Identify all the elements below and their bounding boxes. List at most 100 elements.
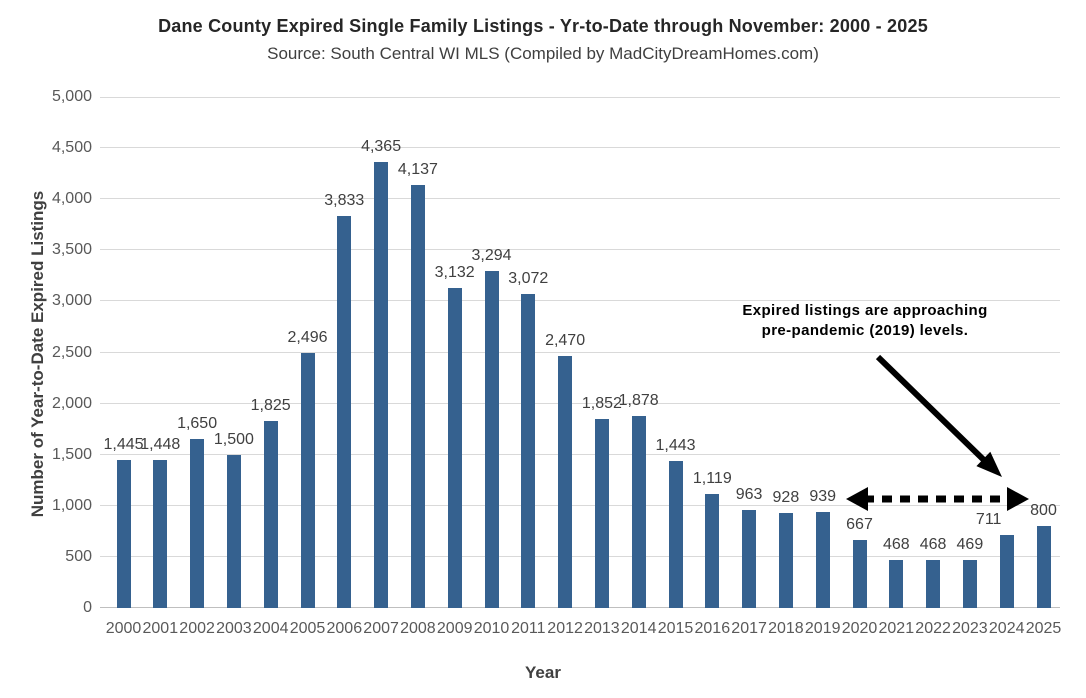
bar-value-label-2005: 2,496 <box>287 329 328 346</box>
y-tick-label-2500: 2,500 <box>51 343 92 361</box>
gridline-1000 <box>100 504 1060 506</box>
bar-2024 <box>999 535 1014 608</box>
bar-2001 <box>153 460 168 608</box>
bar-value-label-2003: 1,500 <box>213 431 254 448</box>
bar-2004 <box>263 421 278 608</box>
bar-2017 <box>742 510 757 608</box>
bar-2000 <box>116 460 131 608</box>
x-tick-label-2015: 2015 <box>657 620 694 637</box>
bar-value-label-2002: 1,650 <box>177 415 218 432</box>
bar-value-label-2013: 1,852 <box>581 395 622 412</box>
bar-value-label-2023: 469 <box>956 536 984 553</box>
gridline-2000 <box>100 402 1060 404</box>
chart-subtitle: Source: South Central WI MLS (Compiled b… <box>267 44 819 63</box>
bar-2022 <box>926 560 941 608</box>
bar-2012 <box>558 356 573 608</box>
x-tick-label-2006: 2006 <box>326 620 363 637</box>
y-tick-label-2000: 2,000 <box>51 394 92 412</box>
bar-2025 <box>1036 526 1051 608</box>
x-tick-label-2023: 2023 <box>952 620 988 637</box>
gridline-0 <box>100 607 1060 608</box>
chart-title: Dane County Expired Single Family Listin… <box>158 16 928 36</box>
bar-2020 <box>852 540 867 608</box>
x-tick-label-2022: 2022 <box>915 620 951 637</box>
bar-value-label-2021: 468 <box>882 536 910 553</box>
x-tick-label-2003: 2003 <box>216 620 252 637</box>
gridline-4500 <box>100 147 1060 149</box>
y-tick-label-3500: 3,500 <box>51 241 92 259</box>
y-tick-label-0: 0 <box>83 599 92 616</box>
bar-value-label-2017: 963 <box>735 486 763 503</box>
bar-2015 <box>668 461 683 608</box>
bar-2010 <box>484 271 499 608</box>
bar-value-label-2007: 4,365 <box>361 138 402 155</box>
bar-2002 <box>190 439 205 608</box>
gridline-2500 <box>100 351 1060 353</box>
bar-2019 <box>815 512 830 608</box>
annotation-line-1: Expired listings are approaching <box>742 302 988 319</box>
gridline-3000 <box>100 300 1060 302</box>
bar-2009 <box>447 288 462 608</box>
bar-value-label-2020: 667 <box>846 516 873 533</box>
bar-value-label-2022: 468 <box>919 536 947 553</box>
bar-value-label-2008: 4,137 <box>397 161 438 178</box>
bar-2011 <box>521 294 536 608</box>
bar-value-label-2025: 800 <box>1030 502 1057 519</box>
y-tick-label-5000: 5,000 <box>51 88 92 105</box>
bar-2021 <box>889 560 904 608</box>
bar-value-label-2009: 3,132 <box>434 264 475 281</box>
y-tick-label-1000: 1,000 <box>51 496 92 514</box>
y-tick-label-1500: 1,500 <box>51 445 92 463</box>
x-tick-label-2012: 2012 <box>547 620 583 637</box>
bar-2003 <box>226 455 241 608</box>
x-tick-label-2018: 2018 <box>768 620 804 637</box>
bar-2018 <box>778 513 793 608</box>
y-tick-label-3000: 3,000 <box>51 292 92 310</box>
bar-value-label-2011: 3,072 <box>508 270 549 287</box>
x-tick-label-2007: 2007 <box>363 620 399 637</box>
bar-value-label-2012: 2,470 <box>545 332 586 349</box>
bar-value-label-2018: 928 <box>772 489 800 506</box>
bar-2005 <box>300 353 315 608</box>
x-tick-label-2025: 2025 <box>1025 620 1062 637</box>
x-tick-label-2021: 2021 <box>878 620 915 637</box>
gridline-5000 <box>100 97 1060 98</box>
x-tick-label-2005: 2005 <box>289 620 326 637</box>
bar-value-label-2010: 3,294 <box>471 247 512 264</box>
x-tick-label-2016: 2016 <box>694 620 731 637</box>
gridline-3500 <box>100 249 1060 251</box>
gridline-4000 <box>100 198 1060 200</box>
x-tick-label-2010: 2010 <box>473 620 510 637</box>
bar-2013 <box>594 419 609 608</box>
bar-value-label-2019: 939 <box>809 488 837 505</box>
gridline-1500 <box>100 453 1060 455</box>
bar-2014 <box>631 416 646 608</box>
x-tick-label-2002: 2002 <box>179 620 215 637</box>
y-tick-label-4500: 4,500 <box>51 139 92 157</box>
x-tick-label-2009: 2009 <box>436 620 473 637</box>
x-tick-label-2008: 2008 <box>400 620 436 637</box>
x-axis-title: Year <box>525 663 561 682</box>
x-tick-label-2024: 2024 <box>988 620 1025 637</box>
x-tick-label-2011: 2011 <box>511 620 546 637</box>
plot-area: 1,445 1,448 1,650 1,500 1,825 2,496 3,833 4,365… <box>100 97 1060 608</box>
x-tick-label-2017: 2017 <box>731 620 767 637</box>
y-tick-label-500: 500 <box>65 547 92 565</box>
bar-value-label-2004: 1,825 <box>250 397 291 414</box>
bar-value-label-2000: 1,445 <box>103 436 144 453</box>
x-tick-label-2019: 2019 <box>804 620 841 637</box>
bar-2006 <box>337 216 352 608</box>
y-tick-label-4000: 4,000 <box>51 190 92 208</box>
bar-value-label-2024: 711 <box>975 511 1002 528</box>
bar-value-label-2006: 3,833 <box>324 192 365 209</box>
bar-value-label-2016: 1,119 <box>692 470 732 487</box>
annotation-callout: Expired listings are approaching pre-pan… <box>700 301 1030 341</box>
x-tick-label-2000: 2000 <box>105 620 142 637</box>
bar-2023 <box>962 560 977 608</box>
bar-2016 <box>705 494 720 608</box>
x-tick-label-2020: 2020 <box>841 620 878 637</box>
bar-2008 <box>410 185 425 608</box>
annotation-line-2: pre-pandemic (2019) levels. <box>761 322 969 339</box>
x-tick-label-2013: 2013 <box>584 620 620 637</box>
